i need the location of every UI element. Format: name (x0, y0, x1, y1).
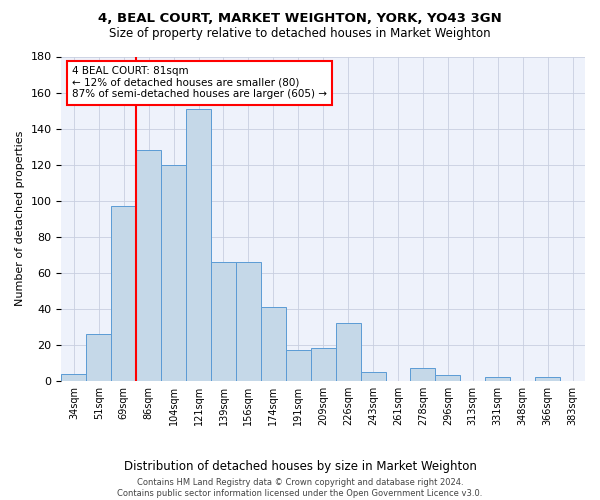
Bar (111, 206, 136, 381)
Bar (236, 262, 261, 381)
Bar (335, 323, 361, 381)
Bar (261, 307, 286, 381)
Bar (86, 334, 111, 381)
Bar (485, 377, 510, 381)
Bar (410, 368, 436, 381)
Bar (211, 262, 236, 381)
Text: Contains HM Land Registry data © Crown copyright and database right 2024.
Contai: Contains HM Land Registry data © Crown c… (118, 478, 482, 498)
Bar (136, 150, 161, 381)
Y-axis label: Number of detached properties: Number of detached properties (15, 131, 25, 306)
Bar (186, 108, 211, 381)
Bar (361, 372, 386, 381)
Bar (535, 377, 560, 381)
Bar (436, 376, 460, 381)
Text: Distribution of detached houses by size in Market Weighton: Distribution of detached houses by size … (124, 460, 476, 473)
Bar (311, 348, 335, 381)
Bar (161, 164, 186, 381)
Bar (286, 350, 311, 381)
Text: 4 BEAL COURT: 81sqm
← 12% of detached houses are smaller (80)
87% of semi-detach: 4 BEAL COURT: 81sqm ← 12% of detached ho… (72, 66, 327, 100)
Bar (61, 374, 86, 381)
Text: Size of property relative to detached houses in Market Weighton: Size of property relative to detached ho… (109, 28, 491, 40)
Text: 4, BEAL COURT, MARKET WEIGHTON, YORK, YO43 3GN: 4, BEAL COURT, MARKET WEIGHTON, YORK, YO… (98, 12, 502, 26)
